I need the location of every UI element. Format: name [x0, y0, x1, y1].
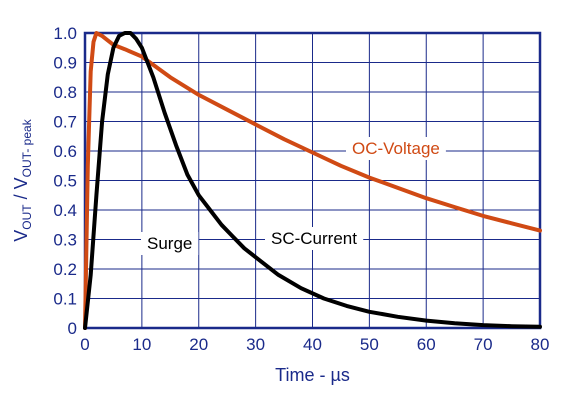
- y-tick-label: 0.4: [53, 201, 77, 220]
- surge-label: Surge: [147, 234, 192, 253]
- x-tick-label: 10: [132, 335, 151, 354]
- sc-current-label: SC-Current: [271, 229, 357, 248]
- tick-labels: 0 10 20 30 40 50 60 70 80 0 0.1 0.2 0.3 0.4 0.5 0.6 0.7 0…: [53, 24, 549, 354]
- sc-current-label-background: [265, 227, 364, 250]
- x-tick-label: 30: [246, 335, 265, 354]
- y-axis-title-sep: / V: [11, 177, 31, 204]
- x-tick-label: 70: [474, 335, 493, 354]
- x-tick-label: 80: [531, 335, 550, 354]
- oc-voltage-label: OC-Voltage: [352, 139, 440, 158]
- y-tick-label: 0.8: [53, 83, 77, 102]
- x-axis-title: Time - µs: [275, 365, 350, 385]
- oc_voltage-line: [83, 31, 542, 330]
- y-tick-label: 0.2: [53, 260, 77, 279]
- plot-area-frame: [83, 31, 542, 330]
- y-axis-title: VOUT / VOUT- peak: [11, 118, 34, 241]
- x-tick-label: 0: [80, 335, 89, 354]
- y-tick-label: 0.9: [53, 54, 77, 73]
- y-tick-label: 0.1: [53, 290, 77, 309]
- y-tick-label: 0: [68, 319, 77, 338]
- sc_current-line: [83, 31, 542, 330]
- series-layer: [83, 31, 542, 330]
- y-tick-label: 0.3: [53, 231, 77, 250]
- y-tick-label: 0.5: [53, 172, 77, 191]
- y-tick-label: 0.6: [53, 142, 77, 161]
- x-tick-label: 40: [303, 335, 322, 354]
- y-axis-title-sub2: OUT- peak: [20, 118, 34, 177]
- y-tick-label: 0.7: [53, 113, 77, 132]
- x-tick-label: 60: [417, 335, 436, 354]
- y-axis-title-v1: V: [11, 230, 31, 242]
- y-tick-label: 1.0: [53, 24, 77, 43]
- x-tick-label: 50: [360, 335, 379, 354]
- surge-label-background: [141, 232, 199, 255]
- y-axis-title-sub1: OUT: [20, 204, 34, 230]
- oc-voltage-label-background: [346, 137, 446, 160]
- x-tick-label: 20: [189, 335, 208, 354]
